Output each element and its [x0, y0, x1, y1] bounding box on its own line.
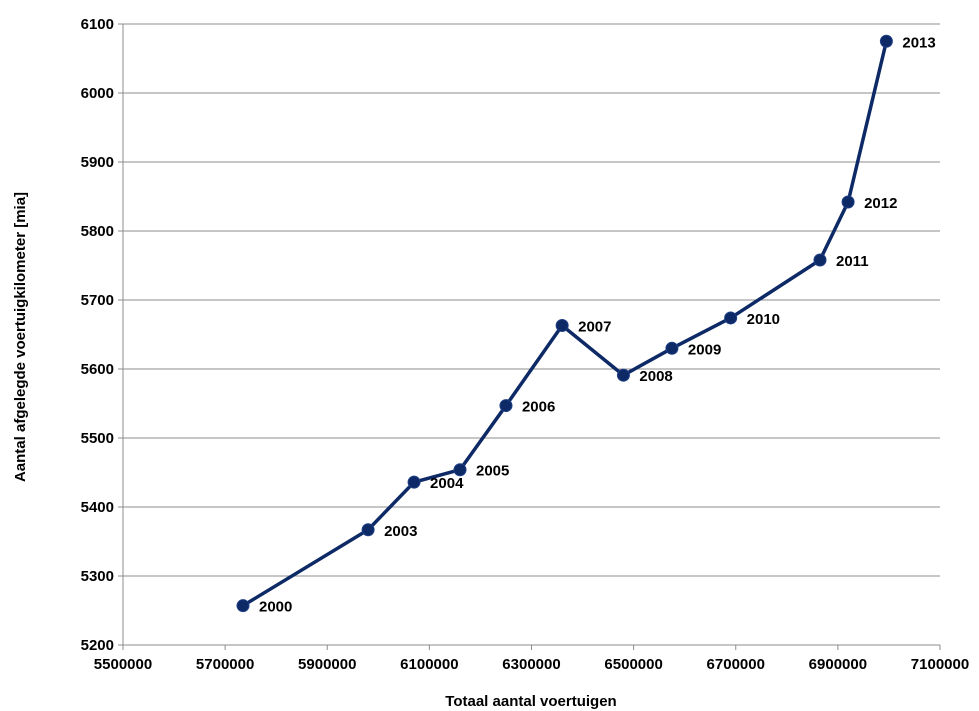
- data-point: [361, 523, 375, 537]
- data-point-label: 2012: [864, 195, 897, 212]
- series: [236, 34, 893, 613]
- data-point: [841, 195, 855, 209]
- data-point-label: 2005: [476, 463, 509, 480]
- data-point: [555, 319, 569, 333]
- data-point-label: 2009: [688, 341, 721, 358]
- data-point: [616, 368, 630, 382]
- data-point: [665, 341, 679, 355]
- y-tick-label: 5800: [81, 223, 114, 240]
- data-point-label: 2006: [522, 399, 555, 416]
- x-tick-label: 5900000: [298, 656, 356, 673]
- x-tick-label: 5700000: [196, 656, 254, 673]
- data-point-label: 2004: [430, 475, 464, 492]
- y-tick-labels: 5200 5300 5400 5500 5600 5700 5800 5900 6000 6100: [81, 16, 114, 654]
- y-tick-label: 6000: [81, 85, 114, 102]
- axes: [118, 23, 941, 650]
- y-tick-label: 5400: [81, 499, 114, 516]
- data-point-label: 2011: [836, 253, 869, 270]
- data-point: [879, 34, 893, 48]
- x-tick-label: 7100000: [911, 656, 969, 673]
- data-point: [236, 599, 250, 613]
- point-labels: 2000 2003 2004 2005 2006 2007 2008 2009 2010 2011…: [259, 34, 936, 615]
- data-point-label: 2007: [578, 319, 611, 336]
- y-tick-label: 5300: [81, 568, 114, 585]
- series-line: [242, 40, 889, 608]
- data-point-label: 2000: [259, 599, 292, 616]
- y-tick-label: 5200: [81, 637, 114, 654]
- x-tick-label: 6500000: [604, 656, 662, 673]
- x-tick-label: 6900000: [809, 656, 867, 673]
- data-point-label: 2003: [384, 523, 417, 540]
- y-tick-label: 5600: [81, 361, 114, 378]
- data-point: [724, 311, 738, 325]
- x-tick-labels: 5500000 5700000 5900000 6100000 6300000 65000…: [94, 656, 969, 673]
- y-tick-label: 5500: [81, 430, 114, 447]
- y-tick-label: 5700: [81, 292, 114, 309]
- y-axis-title: Aantal afgelegde voertuigkilometer [mia]: [12, 192, 29, 482]
- data-point-label: 2010: [747, 311, 780, 328]
- data-point: [407, 475, 421, 489]
- data-point: [813, 253, 827, 267]
- data-point: [499, 399, 513, 413]
- gridlines: [123, 23, 940, 577]
- x-tick-label: 6100000: [400, 656, 458, 673]
- y-tick-label: 5900: [81, 154, 114, 171]
- x-tick-label: 6300000: [502, 656, 560, 673]
- data-point: [453, 463, 467, 477]
- x-tick-label: 5500000: [94, 656, 152, 673]
- data-point-label: 2008: [639, 368, 672, 385]
- x-axis-title: Totaal aantal voertuigen: [445, 693, 616, 710]
- x-tick-label: 6700000: [707, 656, 765, 673]
- data-point-label: 2013: [902, 34, 935, 51]
- y-tick-label: 6100: [81, 16, 114, 33]
